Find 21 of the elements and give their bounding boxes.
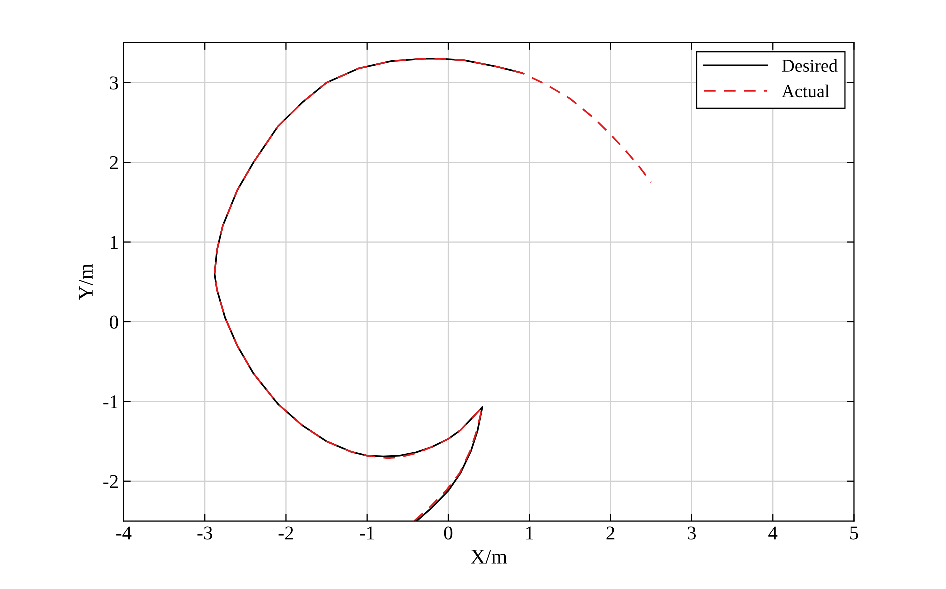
line-series	[214, 58, 652, 522]
y-tick-label: -2	[104, 475, 118, 488]
x-tick-label: -2	[278, 526, 294, 540]
y-axis-title: Y/m	[79, 264, 94, 300]
x-tick-label: -4	[116, 526, 132, 540]
x-tick-label: 2	[606, 526, 615, 540]
y-tick-label: 0	[110, 316, 118, 329]
legend-label: Desired	[782, 59, 838, 72]
x-tick-label: -3	[198, 526, 212, 540]
x-tick-label: 4	[768, 526, 778, 540]
y-tick-label: -1	[104, 396, 118, 408]
x-tick-label: 1	[526, 526, 534, 540]
y-tick-label: 3	[110, 76, 118, 90]
y-tick-label: 2	[110, 156, 118, 170]
x-tick-label: 3	[688, 526, 696, 540]
x-tick-label: 5	[850, 526, 858, 540]
x-axis-title: X/m	[471, 550, 508, 564]
legend-label: Actual	[782, 84, 830, 98]
x-tick-label: -1	[360, 526, 374, 540]
y-tick-label: 1	[111, 236, 118, 250]
x-tick-label: 0	[444, 526, 453, 540]
